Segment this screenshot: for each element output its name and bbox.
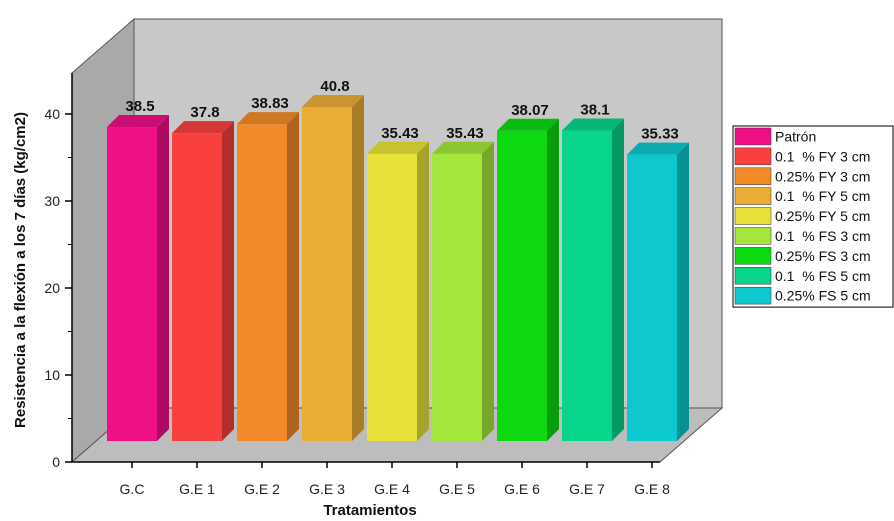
data-label: 35.43 — [381, 125, 419, 142]
bar — [367, 141, 429, 441]
bar — [172, 121, 234, 441]
bar-top — [627, 142, 689, 155]
data-label: 35.33 — [641, 126, 679, 143]
y-tick-label: 0 — [52, 454, 60, 470]
legend-item: 0.25% FS 3 cm — [734, 247, 871, 265]
bar-front — [562, 130, 612, 441]
bar-front — [237, 124, 287, 441]
bar-side — [417, 141, 429, 441]
bar-side — [157, 115, 169, 442]
bar-front — [367, 153, 417, 441]
legend-swatch — [734, 286, 772, 305]
bar-front — [172, 133, 222, 441]
legend-item: 0.25% FY 5 cm — [734, 207, 870, 225]
bar-top — [107, 115, 169, 128]
x-tick-label: G.E 7 — [569, 481, 605, 497]
x-tick-label: G.E 3 — [309, 481, 345, 497]
bar-side — [482, 141, 494, 441]
legend-label: 0.1 % FY 3 cm — [775, 148, 870, 164]
bar-side — [222, 121, 234, 441]
bar-front — [497, 130, 547, 441]
x-tick-label: G.C — [120, 481, 145, 497]
bar-side — [287, 112, 299, 441]
legend-label: 0.1 % FS 5 cm — [775, 268, 871, 284]
legend-label: 0.25% FY 3 cm — [775, 168, 870, 184]
data-labels: 38.5 37.8 38.83 40.8 35.43 35.43 38.07 38.1 35.3… — [125, 78, 678, 143]
data-label: 37.8 — [190, 104, 219, 121]
x-tick-label: G.E 4 — [374, 481, 410, 497]
bar — [627, 142, 689, 441]
legend-item: 0.1 % FY 3 cm — [734, 147, 870, 166]
axes: 0 10 20 30 40 G.C G.E 1 G.E 2 G.E 3 G.E 4 G.E 5 G.E… — [44, 73, 670, 497]
legend-swatch — [734, 227, 772, 245]
y-tick-label: 40 — [44, 106, 60, 122]
legend-swatch — [734, 267, 772, 285]
legend-label: 0.1 % FS 3 cm — [775, 228, 871, 244]
y-tick-label: 20 — [44, 280, 60, 296]
legend-swatch — [734, 147, 772, 166]
bar-top — [432, 141, 494, 154]
bar-top — [237, 112, 299, 125]
data-label: 38.83 — [251, 95, 289, 112]
legend-item: 0.25% FY 3 cm — [734, 167, 870, 185]
legend-swatch — [734, 207, 772, 225]
bar-front — [432, 153, 482, 441]
bar-side — [612, 118, 624, 441]
bar-front — [627, 154, 677, 441]
y-tick-label: 10 — [44, 367, 60, 383]
data-label: 40.8 — [320, 78, 349, 95]
legend-label: 0.25% FS 5 cm — [775, 288, 871, 304]
x-axis-title: Tratamientos — [323, 502, 416, 519]
bar-top — [562, 118, 624, 131]
legend-item: 0.1 % FY 5 cm — [734, 187, 870, 205]
bar-side — [547, 118, 559, 441]
legend-swatch — [734, 127, 772, 146]
legend-label: 0.25% FY 5 cm — [775, 208, 870, 224]
x-tick-label: G.E 2 — [244, 481, 280, 497]
x-tick-label: G.E 1 — [179, 481, 215, 497]
bar — [562, 118, 624, 441]
x-tick-label: G.E 6 — [504, 481, 540, 497]
bar-front — [302, 107, 352, 441]
legend: Patrón 0.1 % FY 3 cm 0.25% FY 3 cm 0.1 % FY… — [732, 125, 894, 308]
legend-item: 0.25% FS 5 cm — [734, 286, 871, 305]
bar — [497, 118, 559, 441]
bar — [302, 95, 364, 441]
legend-label: 0.1 % FY 5 cm — [775, 188, 870, 204]
legend-swatch — [734, 167, 772, 185]
data-label: 38.07 — [511, 102, 549, 119]
data-label: 38.5 — [125, 98, 154, 115]
legend-item: Patrón — [734, 127, 816, 146]
bar-side — [352, 95, 364, 441]
bars — [107, 95, 689, 442]
x-tick-label: G.E 8 — [634, 481, 670, 497]
legend-swatch — [734, 187, 772, 205]
data-label: 38.1 — [580, 102, 609, 119]
bar-top — [497, 118, 559, 131]
bar-front — [107, 127, 157, 442]
bar-top — [302, 95, 364, 108]
legend-item: 0.1 % FS 5 cm — [734, 267, 871, 285]
bar-top — [367, 141, 429, 154]
legend-item: 0.1 % FS 3 cm — [734, 227, 871, 245]
bar — [432, 141, 494, 441]
legend-label: Patrón — [775, 129, 816, 145]
y-tick-label: 30 — [44, 193, 60, 209]
legend-label: 0.25% FS 3 cm — [775, 248, 871, 264]
bar-side — [677, 142, 689, 441]
bar — [107, 115, 169, 442]
bar-top — [172, 121, 234, 134]
data-label: 35.43 — [446, 125, 484, 142]
x-tick-label: G.E 5 — [439, 481, 475, 497]
y-axis-title: Resistencia a la flexión a los 7 días (k… — [12, 112, 29, 428]
bar — [237, 112, 299, 441]
legend-swatch — [734, 247, 772, 265]
